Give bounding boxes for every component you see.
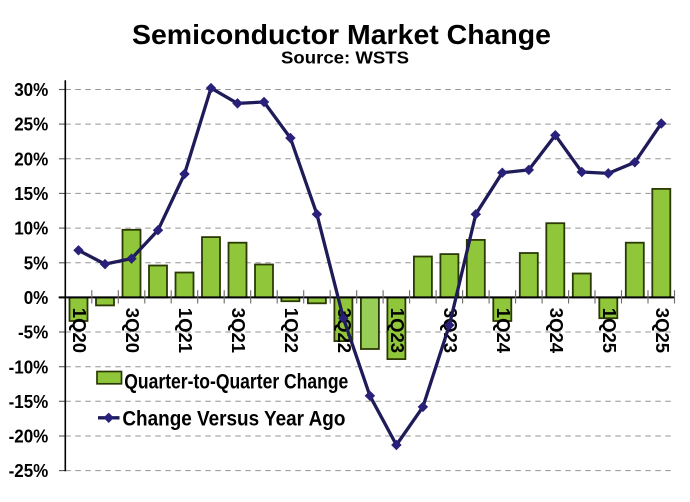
- svg-text:3Q20: 3Q20: [122, 308, 143, 353]
- svg-text:3Q24: 3Q24: [546, 308, 567, 354]
- svg-text:20%: 20%: [14, 148, 48, 169]
- svg-text:15%: 15%: [14, 183, 48, 204]
- svg-text:1Q23: 1Q23: [387, 308, 408, 353]
- svg-text:-20%: -20%: [9, 426, 49, 447]
- svg-text:Change Versus Year Ago: Change Versus Year Ago: [122, 408, 345, 431]
- svg-text:Quarter-to-Quarter Change: Quarter-to-Quarter Change: [124, 370, 348, 393]
- svg-text:-5%: -5%: [18, 322, 48, 343]
- svg-text:-10%: -10%: [9, 356, 49, 377]
- svg-text:3Q25: 3Q25: [652, 308, 673, 353]
- svg-text:1Q24: 1Q24: [493, 308, 514, 354]
- svg-text:1Q21: 1Q21: [175, 308, 196, 353]
- svg-text:25%: 25%: [14, 114, 48, 135]
- svg-text:30%: 30%: [14, 79, 48, 100]
- svg-text:5%: 5%: [24, 252, 49, 273]
- svg-text:0%: 0%: [24, 287, 49, 308]
- svg-text:1Q25: 1Q25: [599, 308, 620, 353]
- svg-text:1Q20: 1Q20: [69, 308, 90, 353]
- svg-text:-15%: -15%: [9, 391, 49, 412]
- svg-text:Source: WSTS: Source: WSTS: [281, 48, 409, 68]
- svg-text:10%: 10%: [14, 218, 48, 239]
- svg-text:-25%: -25%: [9, 460, 49, 481]
- svg-text:Semiconductor Market Change: Semiconductor Market Change: [132, 19, 551, 50]
- svg-text:1Q22: 1Q22: [281, 308, 302, 353]
- svg-text:3Q21: 3Q21: [228, 308, 249, 353]
